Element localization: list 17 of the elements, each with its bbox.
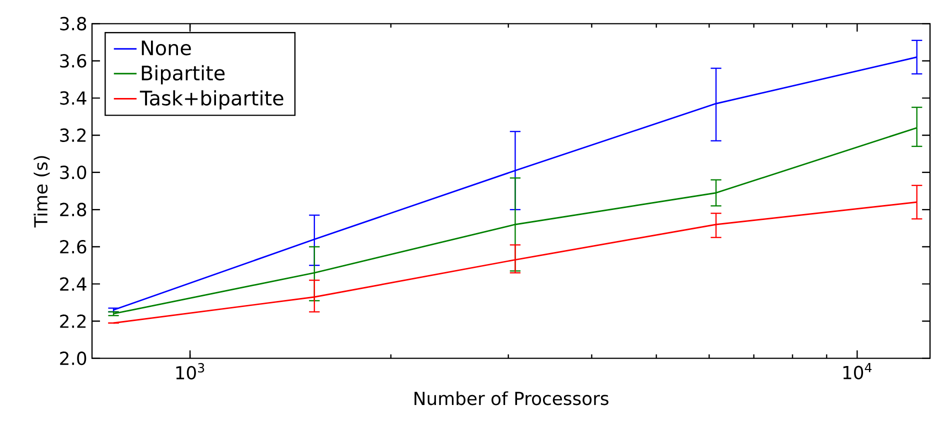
legend-label: Bipartite [142, 65, 225, 84]
y-tick-label: 2.0 [60, 352, 86, 366]
x-tick-label: 10$^{3}$ [176, 363, 204, 380]
y-tick-label: 3.6 [60, 54, 86, 68]
y-tick-label: 2.2 [60, 314, 86, 328]
y-tick-label: 2.6 [60, 240, 86, 254]
y-tick-label: 2.8 [60, 202, 86, 216]
x-axis-title: Number of Processors [414, 391, 608, 406]
y-tick-label: 3.2 [60, 128, 86, 142]
legend-label: None [142, 40, 191, 56]
y-axis-title: Time (s) [34, 156, 50, 228]
y-tick-label: 2.4 [60, 277, 86, 291]
legend-label: Task+bipartite [140, 90, 284, 110]
y-tick-label: 3.4 [60, 91, 86, 105]
x-tick-label: 10$^{4}$ [843, 363, 872, 380]
y-tick-label: 3.8 [60, 16, 86, 30]
y-tick-label: 3.0 [60, 166, 86, 180]
